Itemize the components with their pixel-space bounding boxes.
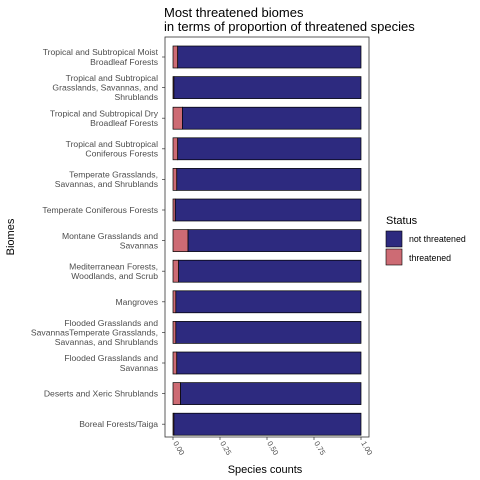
y-tick-label: Tropical and Subtropical Dry Broadleaf Fo… (50, 108, 159, 128)
x-tick-label: 0.50 (265, 440, 280, 457)
x-tick-label: 1.00 (359, 440, 374, 457)
legend-label-threatened: threatened (409, 253, 451, 263)
bar-segment-threatened (172, 382, 181, 405)
chart-title-line-1: Most threatened biomes (164, 5, 304, 20)
bar-segment-not-threatened (182, 106, 362, 130)
x-tick-label: 0.75 (312, 440, 327, 457)
y-tick-label: Mediterranean Forests, Woodlands, and Scr… (69, 261, 158, 281)
bar-segment-not-threatened (175, 321, 362, 344)
legend-swatch-threatened (385, 248, 403, 266)
y-tick-label: Boreal Forests/Taiga (79, 419, 158, 429)
bar-segment-threatened (172, 106, 183, 130)
bar-segment-threatened (172, 321, 177, 344)
y-tick-label: Flooded Grasslands and SavannasTemperate … (31, 318, 158, 347)
bar-segment-threatened (172, 168, 178, 191)
y-tick-label: Flooded Grasslands and Savannas (64, 353, 158, 373)
y-tick-label: Deserts and Xeric Shrublands (44, 389, 158, 399)
bar-segment-threatened (172, 137, 179, 161)
y-tick-label: Tropical and Subtropical Coniferous Fores… (66, 139, 158, 159)
bar-segment-threatened (172, 259, 179, 283)
bar-segment-not-threatened (176, 168, 362, 191)
bar-segment-not-threatened (176, 351, 362, 375)
bars-layer (172, 45, 362, 436)
y-tick-labels: Tropical and Subtropical Moist Broadleaf … (31, 47, 165, 429)
x-tick-labels: 0.00 0.25 0.50 0.75 1.00 (171, 437, 374, 457)
y-tick-label: Temperate Grasslands, Savannas, and Shrub… (55, 170, 158, 190)
x-tick-label: 0.25 (218, 440, 233, 457)
bar-segment-threatened (172, 45, 179, 69)
y-tick-label: Temperate Coniferous Forests (42, 205, 158, 215)
bar-segment-not-threatened (173, 412, 362, 436)
bar-segment-not-threatened (174, 198, 362, 222)
y-tick-label: Tropical and Subtropical Grasslands, Sava… (52, 73, 158, 102)
legend-title: Status (386, 215, 418, 227)
x-axis-label: Species counts (228, 464, 303, 476)
bar-segment-not-threatened (177, 45, 362, 69)
legend-swatch-not-threatened (385, 230, 403, 248)
y-tick-label: Mangroves (115, 297, 158, 307)
bar-segment-not-threatened (187, 229, 362, 252)
y-axis-label: Biomes (5, 218, 17, 255)
bar-segment-not-threatened (177, 137, 362, 161)
bar-segment-threatened (172, 290, 177, 314)
x-tick-label: 0.00 (171, 440, 186, 457)
y-tick-label: Montane Grasslands and Savannas (62, 231, 158, 251)
chart-title-line-2: in terms of proportion of threatened spe… (164, 19, 415, 34)
y-tick-label: Tropical and Subtropical Moist Broadleaf … (43, 47, 159, 67)
legend-label-not-threatened: not threatened (409, 234, 466, 244)
bar-segment-threatened (172, 351, 178, 375)
bar-segment-not-threatened (173, 76, 362, 99)
bar-segment-threatened (172, 229, 189, 252)
legend: Status not threatened threatened (385, 215, 466, 266)
bar-segment-not-threatened (178, 259, 362, 283)
bar-segment-not-threatened (180, 382, 362, 405)
bar-segment-not-threatened (175, 290, 362, 314)
